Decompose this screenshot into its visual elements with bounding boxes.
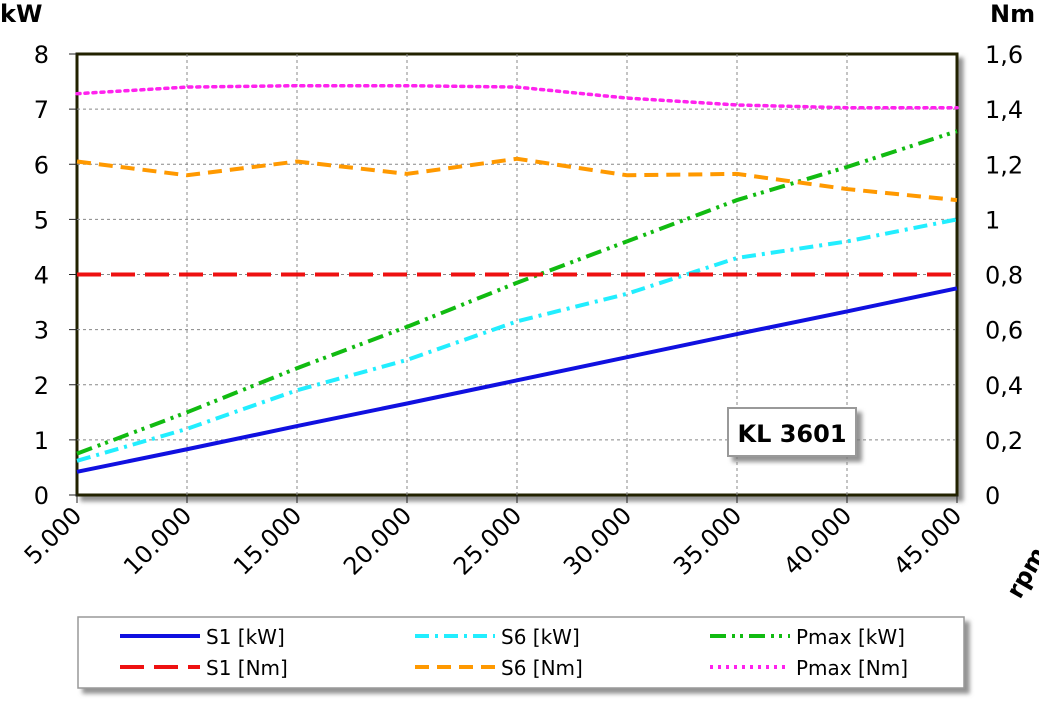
y-left-tick-label: 8 <box>34 41 49 69</box>
x-tick-label: 10.000 <box>118 501 197 580</box>
annotation-box: KL 3601 <box>727 407 857 457</box>
series-line-0 <box>76 286 958 474</box>
x-tick-label: 15.000 <box>228 501 307 580</box>
x-label: rpm <box>1001 542 1039 603</box>
y-left-tick-label: 1 <box>34 427 49 455</box>
x-tick-label: 25.000 <box>448 501 527 580</box>
y-right-tick-label: 1,4 <box>985 96 1023 124</box>
series-line-4 <box>76 156 958 203</box>
y-right-tick-label: 1,2 <box>985 151 1023 179</box>
annotation-text: KL 3601 <box>737 420 846 448</box>
y-left-tick-label: 3 <box>34 317 49 345</box>
y-left-tick-label: 4 <box>34 262 49 290</box>
legend-label: Pmax [Nm] <box>796 656 908 680</box>
y-right-tick-label: 0,6 <box>985 317 1023 345</box>
x-tick-label: 40.000 <box>778 501 857 580</box>
y-right-label: Nm <box>990 0 1035 28</box>
legend-label: S6 [Nm] <box>501 656 583 680</box>
legend-label: S1 [kW] <box>206 625 285 649</box>
series-line-2 <box>76 129 958 456</box>
legend-label: S6 [kW] <box>501 625 580 649</box>
y-right-tick-label: 1 <box>985 206 1000 234</box>
y-left-tick-label: 5 <box>34 206 49 234</box>
y-left-tick-label: 2 <box>34 372 49 400</box>
legend <box>77 616 965 689</box>
legend-label: S1 [Nm] <box>206 656 288 680</box>
x-tick-label: 5.000 <box>19 501 87 569</box>
series-line-1 <box>76 217 958 463</box>
x-tick-label: 30.000 <box>558 501 637 580</box>
y-right-tick-label: 0,4 <box>985 372 1023 400</box>
y-right-tick-label: 1,6 <box>985 41 1023 69</box>
y-left-label: kW <box>0 0 42 28</box>
y-right-tick-label: 0,2 <box>985 427 1023 455</box>
y-right-tick-label: 0,8 <box>985 262 1023 290</box>
y-right-tick-label: 0 <box>985 482 1000 510</box>
series-line-5 <box>75 83 959 110</box>
y-left-tick-label: 6 <box>34 151 49 179</box>
x-tick-label: 45.000 <box>888 501 967 580</box>
legend-label: Pmax [kW] <box>796 625 905 649</box>
x-tick-label: 20.000 <box>338 501 417 580</box>
x-tick-label: 35.000 <box>668 501 747 580</box>
y-left-tick-label: 0 <box>34 482 49 510</box>
y-left-tick-label: 7 <box>34 96 49 124</box>
